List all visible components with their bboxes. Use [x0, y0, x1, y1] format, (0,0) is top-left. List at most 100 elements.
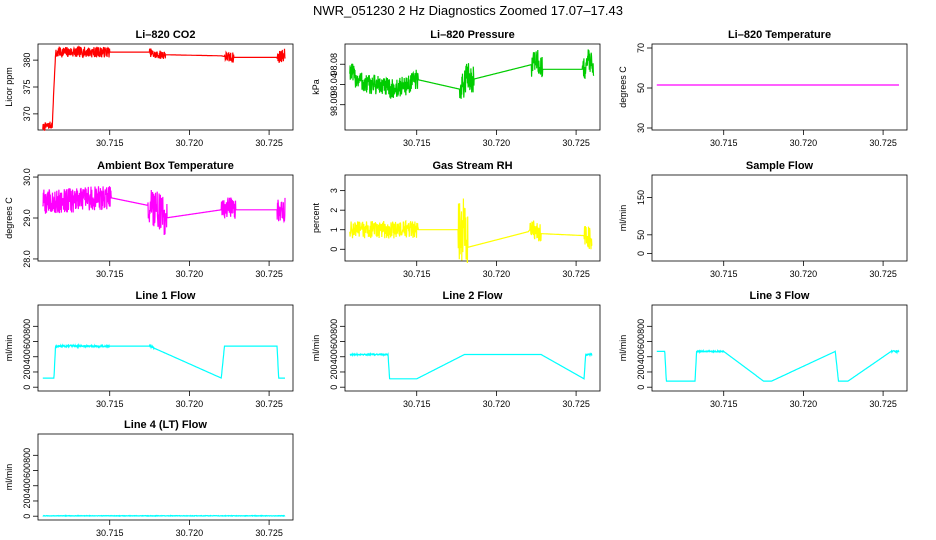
- x-tick-label: 30.725: [255, 269, 283, 279]
- data-series-line: [656, 348, 900, 382]
- y-tick-label: 800: [22, 448, 32, 463]
- y-axis-label: ml/min: [4, 335, 14, 362]
- y-tick-label: 200: [636, 364, 646, 379]
- chart-panel: Li–820 Temperature 30 50 70 30.715 30.720 30.7…: [618, 29, 908, 148]
- x-tick-label: 30.720: [790, 269, 818, 279]
- y-tick-label: 28.0: [22, 250, 32, 268]
- chart-panel: Ambient Box Temperature 28.0 29.0 30.0 30.71…: [4, 160, 294, 279]
- plot-frame: [344, 174, 601, 262]
- y-tick-label: 200: [329, 364, 339, 379]
- x-tick-label: 30.725: [562, 399, 590, 409]
- y-tick-label: 600: [22, 463, 32, 478]
- chart-title: Ambient Box Temperature: [97, 160, 234, 172]
- x-tick-label: 30.725: [869, 138, 897, 148]
- x-tick-label: 30.720: [176, 528, 204, 538]
- y-tick-label: 50: [636, 83, 646, 93]
- y-tick-label: 98.04: [329, 73, 339, 96]
- x-tick-label: 30.725: [255, 138, 283, 148]
- x-tick-label: 30.725: [255, 528, 283, 538]
- x-tick-label: 30.715: [403, 269, 431, 279]
- y-tick-label: 800: [636, 319, 646, 334]
- data-series-line: [42, 186, 286, 236]
- chart-panel: Sample Flow 0 50 150 30.715 30.720 30.725 ml/mi…: [618, 160, 908, 279]
- y-tick-label: 150: [636, 190, 646, 205]
- y-axis-label: degrees C: [4, 197, 14, 239]
- data-series-line: [349, 198, 593, 263]
- chart-title: Line 4 (LT) Flow: [124, 419, 207, 431]
- chart-title: Li–820 Temperature: [728, 29, 831, 41]
- x-tick-label: 30.725: [562, 138, 590, 148]
- y-axis-label: degrees C: [618, 66, 628, 108]
- y-axis-label: percent: [311, 202, 321, 233]
- y-tick-label: 0: [329, 247, 339, 252]
- chart-title: Line 3 Flow: [750, 290, 810, 302]
- x-tick-label: 30.720: [790, 138, 818, 148]
- data-series-line: [349, 351, 593, 380]
- x-tick-label: 30.720: [176, 138, 204, 148]
- y-tick-label: 600: [636, 334, 646, 349]
- data-series-line: [42, 45, 286, 132]
- plot-frame: [651, 304, 908, 392]
- plot-frame: [344, 43, 601, 131]
- x-tick-label: 30.720: [483, 399, 511, 409]
- y-tick-label: 98.08: [329, 53, 339, 76]
- x-tick-label: 30.715: [710, 138, 738, 148]
- y-tick-label: 200: [22, 364, 32, 379]
- x-tick-label: 30.725: [869, 269, 897, 279]
- y-axis-label: kPa: [311, 79, 321, 95]
- y-tick-label: 800: [329, 319, 339, 334]
- y-axis-label: ml/min: [311, 335, 321, 362]
- y-tick-label: 0: [636, 251, 646, 256]
- x-tick-label: 30.725: [869, 399, 897, 409]
- y-tick-label: 200: [22, 493, 32, 508]
- plot-frame: [651, 43, 908, 131]
- x-tick-label: 30.715: [96, 399, 124, 409]
- x-tick-label: 30.715: [96, 138, 124, 148]
- y-tick-label: 98.00: [329, 93, 339, 116]
- chart-title: Gas Stream RH: [432, 160, 512, 172]
- y-tick-label: 600: [329, 334, 339, 349]
- y-tick-label: 50: [636, 230, 646, 240]
- y-tick-label: 400: [22, 349, 32, 364]
- y-axis-label: ml/min: [618, 335, 628, 362]
- chart-title: Line 1 Flow: [136, 290, 196, 302]
- x-tick-label: 30.720: [483, 138, 511, 148]
- x-tick-label: 30.720: [176, 399, 204, 409]
- y-tick-label: 0: [636, 385, 646, 390]
- chart-panel: Gas Stream RH 0 1 2 3 30.715 30.720 30.725 perce…: [311, 160, 601, 279]
- y-tick-label: 800: [22, 319, 32, 334]
- chart-title: Li–820 CO2: [136, 29, 196, 41]
- y-tick-label: 400: [636, 349, 646, 364]
- y-tick-label: 3: [329, 188, 339, 193]
- y-tick-label: 370: [22, 106, 32, 121]
- x-tick-label: 30.720: [483, 269, 511, 279]
- y-tick-label: 380: [22, 53, 32, 68]
- data-series-line: [349, 49, 595, 99]
- y-tick-label: 0: [22, 514, 32, 519]
- x-tick-label: 30.720: [790, 399, 818, 409]
- y-tick-label: 375: [22, 79, 32, 94]
- y-tick-label: 30: [636, 123, 646, 133]
- x-tick-label: 30.715: [710, 399, 738, 409]
- figure-title: NWR_051230 2 Hz Diagnostics Zoomed 17.07…: [313, 3, 623, 18]
- y-tick-label: 400: [329, 349, 339, 364]
- plot-frame: [37, 433, 294, 521]
- x-tick-label: 30.725: [562, 269, 590, 279]
- x-tick-label: 30.725: [255, 399, 283, 409]
- y-tick-label: 600: [22, 334, 32, 349]
- y-tick-label: 0: [22, 385, 32, 390]
- y-tick-label: 0: [329, 385, 339, 390]
- y-tick-label: 29.0: [22, 209, 32, 227]
- y-tick-label: 30.0: [22, 168, 32, 186]
- y-tick-label: 2: [329, 208, 339, 213]
- x-tick-label: 30.715: [96, 269, 124, 279]
- y-tick-label: 400: [22, 478, 32, 493]
- chart-title: Li–820 Pressure: [430, 29, 514, 41]
- y-tick-label: 70: [636, 43, 646, 53]
